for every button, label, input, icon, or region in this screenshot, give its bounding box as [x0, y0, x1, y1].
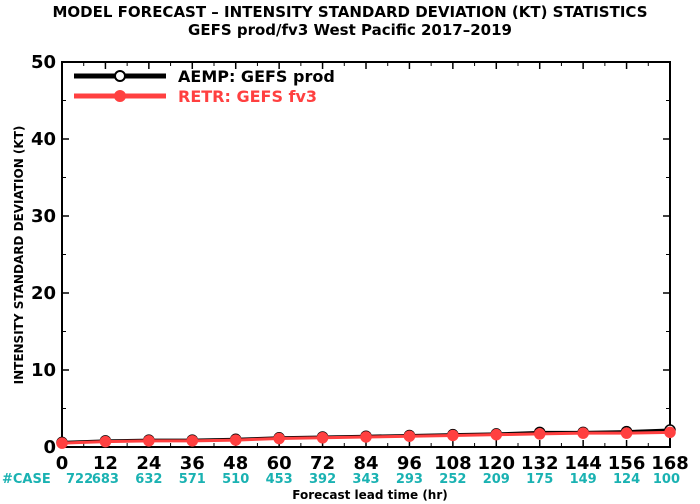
y-axis-label: INTENSITY STANDARD DEVIATION (KT) — [12, 126, 26, 385]
legend-series-1-label: AEMP: GEFS prod — [178, 67, 335, 86]
case-count: 209 — [483, 472, 510, 487]
series-2-point — [620, 427, 633, 439]
case-count: 175 — [526, 472, 553, 487]
case-count: 632 — [135, 472, 162, 487]
case-count: 252 — [439, 472, 466, 487]
x-tick-label: 132 — [521, 453, 559, 474]
chart-subtitle: GEFS prod/fv3 West Pacific 2017–2019 — [188, 21, 512, 39]
y-tick-label: 20 — [31, 283, 56, 304]
x-tick-label: 144 — [564, 453, 602, 474]
case-count: 149 — [570, 472, 597, 487]
series-2-point — [143, 435, 155, 447]
case-count: 293 — [396, 472, 423, 487]
series-2-point — [316, 432, 329, 444]
x-tick-label: 96 — [397, 453, 422, 474]
axes: 0 10 20 30 40 50 0 12 24 36 48 60 72 84 96 108 120 132 144… — [31, 52, 689, 474]
case-count: 571 — [179, 472, 206, 487]
legend-series-2-marker — [114, 90, 126, 102]
case-count: 510 — [222, 472, 249, 487]
legend-series-2-label: RETR: GEFS fv3 — [178, 87, 317, 106]
series-layer — [56, 424, 676, 449]
case-count: 343 — [352, 472, 379, 487]
series-2-point — [533, 428, 546, 440]
x-tick-label: 24 — [136, 453, 161, 474]
y-tick-label: 0 — [43, 437, 56, 458]
case-label: #CASE — [2, 472, 51, 487]
case-count: 722 — [66, 472, 93, 487]
x-tick-label: 84 — [353, 453, 378, 474]
series-2-point — [664, 426, 676, 439]
x-tick-label: 72 — [310, 453, 335, 474]
chart-title: MODEL FORECAST – INTENSITY STANDARD DEVI… — [52, 3, 647, 21]
x-tick-label: 12 — [93, 453, 118, 474]
case-count: 100 — [653, 472, 680, 487]
y-tick-label: 50 — [31, 52, 56, 73]
y-tick-label: 10 — [31, 360, 56, 381]
case-count: 392 — [309, 472, 336, 487]
series-2-point — [360, 431, 372, 443]
plot-frame — [61, 61, 671, 448]
series-2-point — [490, 428, 503, 441]
x-axis-label: Forecast lead time (hr) — [292, 488, 448, 502]
y-tick-label: 30 — [31, 206, 56, 227]
x-tick-label: 120 — [477, 453, 515, 474]
legend-series-1-marker — [114, 70, 126, 82]
series-2-point — [99, 435, 112, 448]
x-tick-label: 0 — [56, 453, 69, 474]
x-tick-label: 168 — [651, 453, 689, 474]
case-count: 453 — [266, 472, 293, 487]
x-tick-label: 156 — [608, 453, 646, 474]
series-2-point — [273, 432, 285, 445]
series-2-point — [186, 435, 199, 447]
series-2-point — [577, 427, 589, 439]
x-tick-label: 60 — [267, 453, 292, 474]
x-tick-label: 108 — [434, 453, 472, 474]
case-count: 124 — [613, 472, 640, 487]
x-tick-label: 48 — [223, 453, 248, 474]
x-tick-label: 36 — [180, 453, 205, 474]
y-tick-label: 40 — [31, 129, 56, 150]
series-2-point — [56, 437, 68, 449]
series-2-point — [447, 429, 459, 442]
series-2-point — [229, 434, 242, 446]
case-count: 683 — [92, 472, 119, 487]
series-2-point — [403, 430, 416, 442]
